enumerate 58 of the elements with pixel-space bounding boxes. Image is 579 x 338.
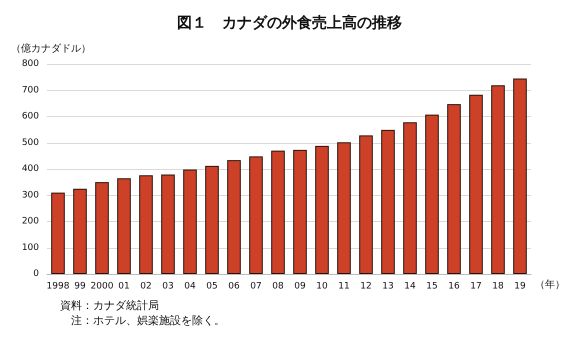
- bar: [359, 135, 373, 274]
- bar: [447, 104, 461, 274]
- bar: [403, 122, 417, 274]
- bar: [183, 170, 197, 274]
- bar: [337, 142, 351, 274]
- x-tick-label: 08: [272, 282, 284, 292]
- x-tick-label: 02: [140, 282, 152, 292]
- x-tick-label: 1998: [46, 282, 70, 292]
- y-tick-label: 400: [22, 164, 40, 174]
- text: 注：ホテル、娯楽施設を除く。: [60, 314, 225, 327]
- y-tick-label: 800: [22, 59, 40, 69]
- y-axis-title: （億カナダドル）: [11, 42, 91, 54]
- x-tick-label: 04: [184, 282, 196, 292]
- bar: [249, 156, 263, 274]
- x-axis-title: （年）: [535, 278, 565, 290]
- x-tick-label: 18: [492, 282, 504, 292]
- x-tick-label: 2000: [90, 282, 114, 292]
- bar: [271, 150, 285, 274]
- x-tick-label: 03: [162, 282, 174, 292]
- bar: [73, 188, 87, 274]
- bar: [491, 85, 505, 274]
- bar: [469, 94, 483, 274]
- y-tick-label: 0: [33, 269, 40, 279]
- x-tick-label: 01: [118, 282, 130, 292]
- x-tick-label: 14: [404, 282, 416, 292]
- x-tick-label: 10: [316, 282, 328, 292]
- bar: [425, 114, 439, 274]
- bar: [293, 150, 307, 274]
- bar: [139, 175, 153, 274]
- text: 資料：カナダ統計局: [60, 299, 159, 312]
- y-tick-label: 100: [22, 242, 40, 253]
- bar: [381, 130, 395, 274]
- x-tick-label: 12: [360, 282, 372, 292]
- bar: [205, 166, 219, 274]
- y-tick-label: 600: [22, 112, 40, 122]
- x-tick-label: 19: [514, 282, 526, 292]
- bar: [95, 182, 109, 274]
- y-tick-label: 700: [22, 85, 40, 96]
- x-tick-label: 99: [74, 282, 86, 292]
- bar: [315, 146, 329, 274]
- x-tick-label: 06: [228, 282, 240, 292]
- x-tick-label: 17: [470, 282, 482, 292]
- bar: [51, 192, 65, 274]
- x-tick-label: 16: [448, 282, 460, 292]
- chart-title: 図１ カナダの外食売上高の推移: [177, 14, 402, 32]
- y-tick-label: 300: [22, 190, 40, 200]
- bar: [161, 174, 175, 274]
- bar: [513, 78, 527, 274]
- x-tick-label: 07: [250, 282, 262, 292]
- y-tick-label: 200: [22, 216, 40, 226]
- bar: [117, 178, 131, 274]
- x-tick-label: 15: [426, 282, 438, 292]
- y-tick-label: 500: [22, 138, 40, 148]
- x-tick-label: 09: [294, 282, 306, 292]
- x-tick-label: 05: [206, 282, 218, 292]
- x-tick-label: 13: [382, 282, 394, 292]
- bar: [227, 160, 241, 274]
- x-tick-label: 11: [338, 282, 350, 292]
